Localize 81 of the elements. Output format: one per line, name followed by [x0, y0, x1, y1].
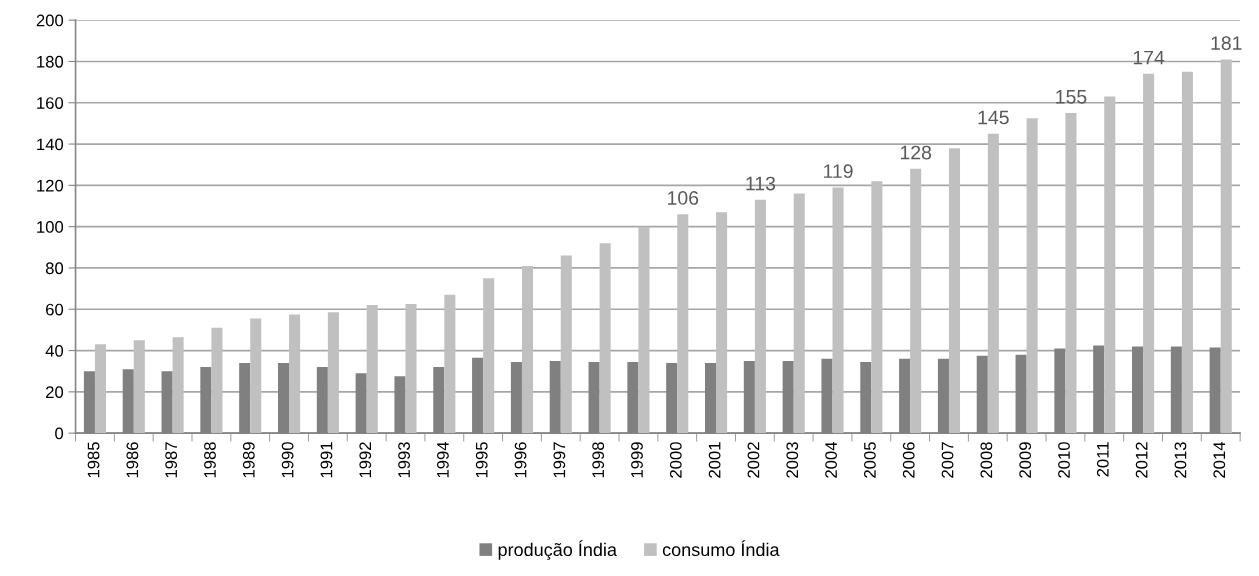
- y-tick-label: 160: [37, 97, 64, 109]
- x-tick-label: 1993: [398, 442, 410, 478]
- legend-label: consumo Índia: [662, 540, 780, 557]
- bar: [910, 168, 922, 434]
- x-tick-label: 1996: [514, 442, 527, 478]
- x-tick-label: 2003: [786, 442, 799, 478]
- y-tick-label: 140: [37, 138, 64, 151]
- bar: [366, 305, 378, 434]
- bar: [521, 265, 534, 434]
- x-tick-label: 1990: [281, 442, 294, 478]
- x-tick-label: 1994: [436, 441, 449, 478]
- x-tick-label: 1988: [204, 442, 216, 478]
- x-tick-label: 1987: [165, 442, 178, 478]
- bar: [327, 312, 339, 434]
- bar: [289, 314, 301, 434]
- bar: [172, 337, 184, 434]
- data-label: 174: [1133, 50, 1165, 65]
- x-tick-label: 2001: [708, 442, 721, 478]
- x-tick-label: 1992: [359, 442, 372, 478]
- x-tick-label: 2000: [669, 442, 682, 478]
- y-tick-label: 60: [46, 303, 64, 316]
- x-tick-label: 2005: [864, 442, 876, 478]
- data-label: 106: [668, 191, 699, 205]
- x-tick-label: 2006: [902, 442, 915, 478]
- y-tick-label: 0: [55, 427, 64, 440]
- x-tick-label: 2007: [941, 442, 954, 478]
- legend-label: produção Índia: [498, 540, 617, 560]
- y-tick-label: 80: [45, 262, 64, 275]
- bar: [250, 318, 262, 434]
- bar: [987, 133, 999, 434]
- x-tick-label: 1985: [87, 442, 100, 478]
- x-tick-label: 2011: [1096, 442, 1109, 477]
- x-tick-label: 2002: [747, 442, 760, 478]
- bar: [793, 193, 805, 434]
- data-label: 145: [978, 110, 1009, 125]
- bar: [599, 243, 611, 434]
- bar: [754, 199, 766, 434]
- y-tick-label: 40: [45, 344, 64, 357]
- bar: [716, 212, 728, 434]
- x-tick-label: 1998: [592, 442, 605, 478]
- bar: [677, 214, 689, 434]
- bar: [948, 148, 961, 434]
- bar: [483, 278, 495, 434]
- data-label: 128: [900, 145, 932, 160]
- x-tick-label: 2013: [1174, 442, 1187, 478]
- bar: [1220, 59, 1232, 434]
- bar: [1143, 73, 1155, 434]
- data-label: 119: [824, 164, 853, 179]
- x-tick-label: 1997: [553, 442, 566, 478]
- bar: [1065, 113, 1077, 434]
- bar: [1181, 71, 1193, 434]
- bar: [832, 187, 844, 434]
- bar: [444, 294, 456, 434]
- x-tick-label: 2012: [1135, 442, 1148, 478]
- x-tick-label: 2009: [1019, 442, 1032, 478]
- data-label: 113: [746, 176, 776, 191]
- x-tick-label: 1999: [631, 442, 643, 478]
- bar: [1026, 118, 1038, 434]
- x-tick-label: 1991: [320, 442, 333, 478]
- y-tick-label: 200: [36, 14, 64, 27]
- bar: [211, 327, 223, 434]
- x-tick-label: 2014: [1213, 441, 1226, 478]
- x-tick-label: 2010: [1058, 442, 1070, 478]
- bar: [638, 226, 650, 434]
- data-label: 181: [1211, 36, 1242, 50]
- x-tick-label: 2004: [825, 441, 837, 478]
- bar: [1104, 96, 1116, 434]
- y-tick-label: 100: [37, 221, 64, 233]
- x-tick-label: 1995: [475, 442, 488, 478]
- bar: [405, 304, 417, 434]
- y-tick-label: 20: [46, 386, 64, 399]
- x-tick-label: 1986: [126, 442, 139, 478]
- y-tick-label: 180: [37, 55, 64, 68]
- x-tick-label: 1989: [242, 442, 255, 478]
- y-tick-label: 120: [37, 179, 64, 192]
- bar: [133, 340, 145, 434]
- bar: [560, 255, 572, 434]
- data-label: 155: [1056, 90, 1087, 104]
- x-tick-label: 2008: [980, 442, 993, 478]
- bar: [94, 344, 107, 434]
- bar: [871, 181, 883, 434]
